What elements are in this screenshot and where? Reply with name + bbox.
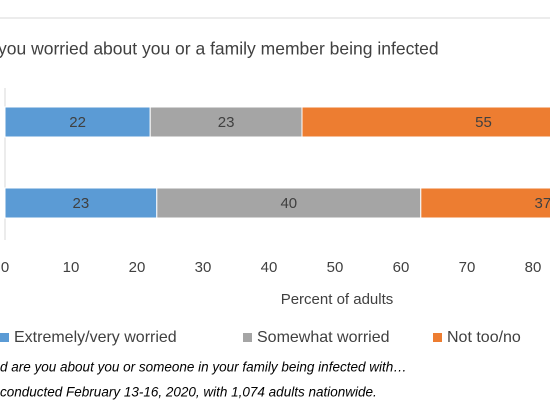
x-tick-label: 10 xyxy=(63,259,80,276)
x-tick-label: 70 xyxy=(459,259,476,276)
bar-segment xyxy=(420,187,550,219)
legend-swatch xyxy=(0,333,9,342)
legend-label: Not too/no xyxy=(447,329,521,346)
legend-label: Extremely/very worried xyxy=(14,329,177,346)
x-tick-label: 20 xyxy=(129,259,146,276)
data-label: 22 xyxy=(69,114,86,131)
data-label: 37 xyxy=(535,195,550,212)
data-label: 55 xyxy=(475,114,492,131)
x-tick-label: 80 xyxy=(525,259,542,276)
footnote: d are you about you or someone in your f… xyxy=(0,360,407,375)
x-tick-label: 30 xyxy=(195,259,212,276)
data-label: 23 xyxy=(218,114,235,131)
chart-title: you worried about you or a family member… xyxy=(0,39,439,59)
x-axis-title: Percent of adults xyxy=(281,291,394,308)
bar-segment xyxy=(156,187,422,219)
bar-segment xyxy=(4,106,151,138)
bar-segment xyxy=(4,187,158,219)
data-label: 23 xyxy=(73,195,90,212)
legend-swatch xyxy=(433,333,442,342)
x-tick-label: 60 xyxy=(393,259,410,276)
footnote: conducted February 13-16, 2020, with 1,0… xyxy=(0,385,377,400)
data-label: 40 xyxy=(280,195,297,212)
x-tick-label: 50 xyxy=(327,259,344,276)
bar-segment xyxy=(149,106,303,138)
legend-label: Somewhat worried xyxy=(257,329,390,346)
x-tick-label: 40 xyxy=(261,259,278,276)
bar-segment xyxy=(301,106,550,138)
legend-swatch xyxy=(243,333,252,342)
x-tick-label: 0 xyxy=(1,259,9,276)
